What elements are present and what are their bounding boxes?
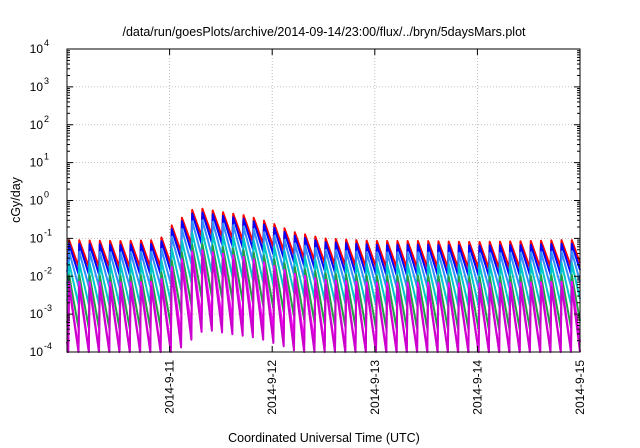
- y-tick-exponent: 4: [44, 38, 49, 48]
- series-group: [66, 207, 581, 353]
- y-tick-label: 10: [30, 345, 44, 359]
- y-tick-label: 10: [30, 156, 44, 170]
- x-axis: 2014-9-11 2014-9-12 2014-9-13 2014-9-14 2014…: [163, 49, 587, 415]
- y-tick-exponent: 2: [44, 114, 49, 124]
- series-line: [66, 219, 581, 290]
- y-tick-label: 10: [30, 194, 44, 208]
- series-line: [66, 207, 581, 270]
- x-tick-label: 2014-9-11: [163, 360, 177, 414]
- x-tick-label: 2014-9-15: [573, 360, 587, 415]
- y-tick-label: 10: [30, 269, 44, 283]
- x-tick-label: 2014-9-12: [265, 360, 279, 415]
- y-tick-label: 10: [30, 118, 44, 132]
- series-line: [66, 242, 581, 331]
- y-tick-label: 10: [30, 80, 44, 94]
- y-tick-exponent: -1: [44, 227, 52, 237]
- series-line: [66, 211, 581, 277]
- y-tick-label: 10: [30, 42, 44, 56]
- y-tick-exponent: -3: [44, 303, 52, 313]
- y-tick-exponent: -2: [44, 265, 52, 275]
- chart-title: /data/run/goesPlots/archive/2014-09-14/2…: [122, 25, 526, 39]
- y-tick-exponent: 0: [44, 190, 49, 200]
- y-tick-exponent: 1: [44, 152, 49, 162]
- series-line: [66, 230, 581, 308]
- y-axis-label: cGy/day: [9, 176, 23, 223]
- series-line: [67, 254, 581, 353]
- x-axis-label: Coordinated Universal Time (UTC): [228, 431, 420, 445]
- y-tick-exponent: -4: [44, 341, 52, 351]
- y-tick-label: 10: [30, 307, 44, 321]
- y-tick-exponent: 3: [44, 76, 49, 86]
- y-tick-label: 10: [30, 231, 44, 245]
- x-tick-label: 2014-9-13: [368, 360, 382, 415]
- x-tick-label: 2014-9-14: [470, 360, 484, 415]
